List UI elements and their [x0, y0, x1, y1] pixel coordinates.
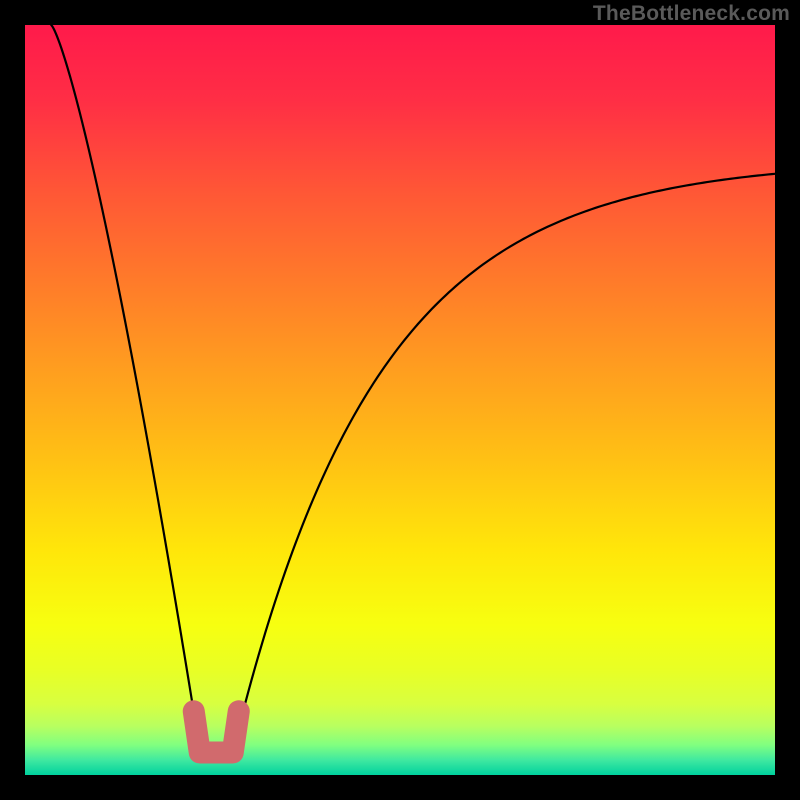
watermark-text: TheBottleneck.com	[593, 2, 790, 26]
plot-area	[25, 25, 775, 775]
chart-frame: TheBottleneck.com	[0, 0, 800, 800]
bottleneck-curve-chart	[25, 25, 775, 775]
gradient-background	[25, 25, 775, 775]
